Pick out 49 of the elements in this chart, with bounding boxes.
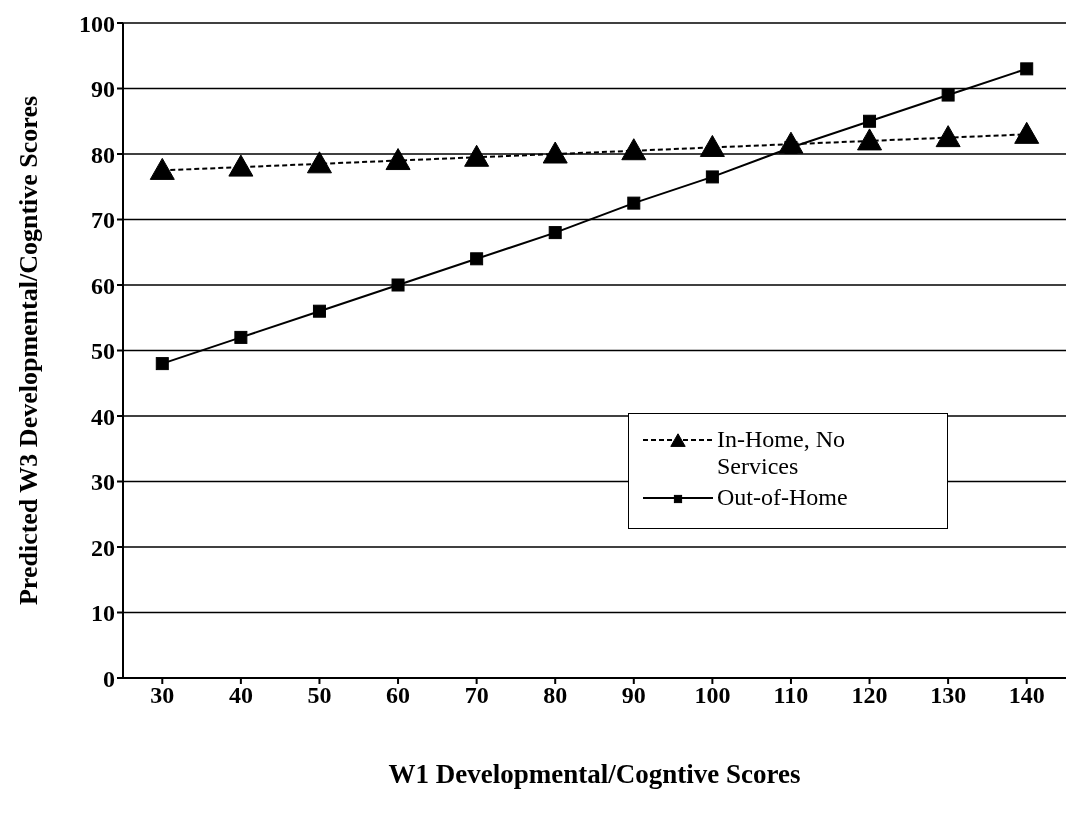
x-tick-label: 140 — [1008, 682, 1045, 709]
point — [935, 125, 961, 148]
x-tick-label: 90 — [621, 682, 646, 709]
point — [228, 154, 254, 177]
point — [464, 144, 490, 167]
y-tick-label: 50 — [91, 338, 115, 365]
point — [699, 134, 725, 157]
point — [149, 157, 175, 180]
point — [1014, 121, 1040, 144]
point — [234, 330, 248, 344]
y-tick-label: 20 — [91, 534, 115, 561]
y-tick-label: 30 — [91, 469, 115, 496]
point — [705, 170, 719, 184]
y-tick-label: 60 — [91, 272, 115, 299]
point — [542, 141, 568, 164]
legend-label: In-Home, No Services — [717, 426, 846, 480]
point — [941, 88, 955, 102]
x-tick-label: 130 — [930, 682, 967, 709]
point — [155, 357, 169, 371]
x-tick-label: 100 — [694, 682, 731, 709]
x-tick-label: 120 — [851, 682, 888, 709]
x-tick-label: 50 — [307, 682, 332, 709]
point — [778, 131, 804, 154]
y-tick-label: 40 — [91, 403, 115, 430]
y-tick-label: 10 — [91, 600, 115, 627]
y-axis-title: Predicted W3 Developmental/Cogntive Scores — [14, 95, 44, 606]
x-tick-label: 110 — [773, 682, 809, 709]
point — [857, 128, 883, 151]
point — [621, 138, 647, 161]
y-tick-label: 80 — [91, 141, 115, 168]
x-axis-title: W1 Developmental/Cogntive Scores — [388, 759, 801, 789]
point — [1020, 62, 1034, 76]
point — [470, 252, 484, 266]
x-tick-label: 70 — [464, 682, 489, 709]
y-tick-label: 90 — [91, 76, 115, 103]
legend-label: Out-of-Home — [717, 484, 849, 511]
x-tick-label: 80 — [543, 682, 568, 709]
point — [385, 148, 411, 171]
x-tick-label: 40 — [228, 682, 253, 709]
point — [312, 304, 326, 318]
y-tick-label: 100 — [79, 10, 115, 37]
x-tick-label: 30 — [150, 682, 175, 709]
point — [391, 278, 405, 292]
point — [306, 151, 332, 174]
y-tick-label: 0 — [103, 665, 115, 692]
point — [548, 226, 562, 240]
point — [627, 196, 641, 210]
y-tick-label: 70 — [91, 207, 115, 234]
x-tick-label: 60 — [386, 682, 411, 709]
